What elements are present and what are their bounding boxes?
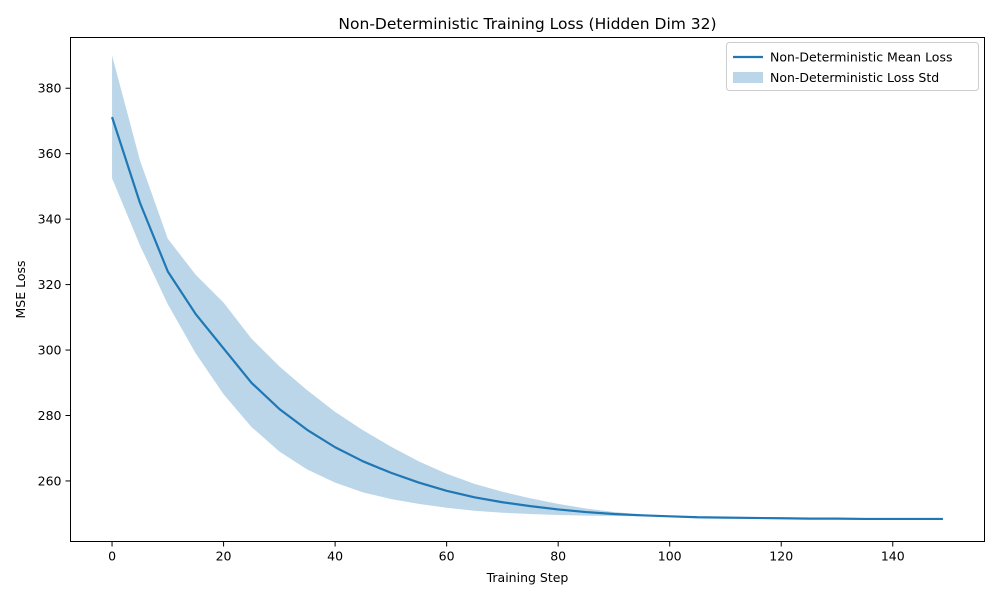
std-band	[112, 55, 943, 519]
legend-box	[726, 42, 979, 91]
x-tick-label: 120	[769, 549, 793, 564]
legend: Non-Deterministic Mean Loss Non-Determin…	[726, 42, 979, 91]
mean-line-layer	[111, 116, 943, 521]
x-tick-label: 20	[216, 549, 232, 564]
y-tick-label: 260	[38, 473, 62, 488]
y-tick-label: 340	[38, 212, 62, 227]
chart-title: Non-Deterministic Training Loss (Hidden …	[338, 15, 716, 33]
x-axis-label: Training Step	[486, 570, 569, 585]
x-tick-label: 140	[881, 549, 905, 564]
y-tick-label: 320	[38, 277, 62, 292]
y-axis-label: MSE Loss	[13, 260, 28, 318]
y-tick-label: 300	[38, 343, 62, 358]
x-tick-label: 80	[550, 549, 566, 564]
plot-area-frame	[70, 37, 985, 542]
y-tick-label: 360	[38, 146, 62, 161]
legend-std-label: Non-Deterministic Loss Std	[770, 70, 939, 85]
legend-std-band-swatch	[733, 72, 763, 83]
y-tick-label: 380	[38, 81, 62, 96]
legend-mean-label: Non-Deterministic Mean Loss	[770, 50, 952, 65]
y-axis-ticks: 260 280 300 320 340 360 380	[38, 81, 71, 488]
x-tick-label: 0	[108, 549, 116, 564]
std-band-layer	[112, 55, 943, 519]
x-tick-label: 40	[327, 549, 343, 564]
y-tick-label: 280	[38, 408, 62, 423]
x-tick-label: 60	[439, 549, 455, 564]
mean-loss-line	[111, 116, 943, 521]
x-axis-ticks: 0 20 40 60 80 100 120 140	[108, 541, 905, 564]
x-tick-label: 100	[658, 549, 682, 564]
